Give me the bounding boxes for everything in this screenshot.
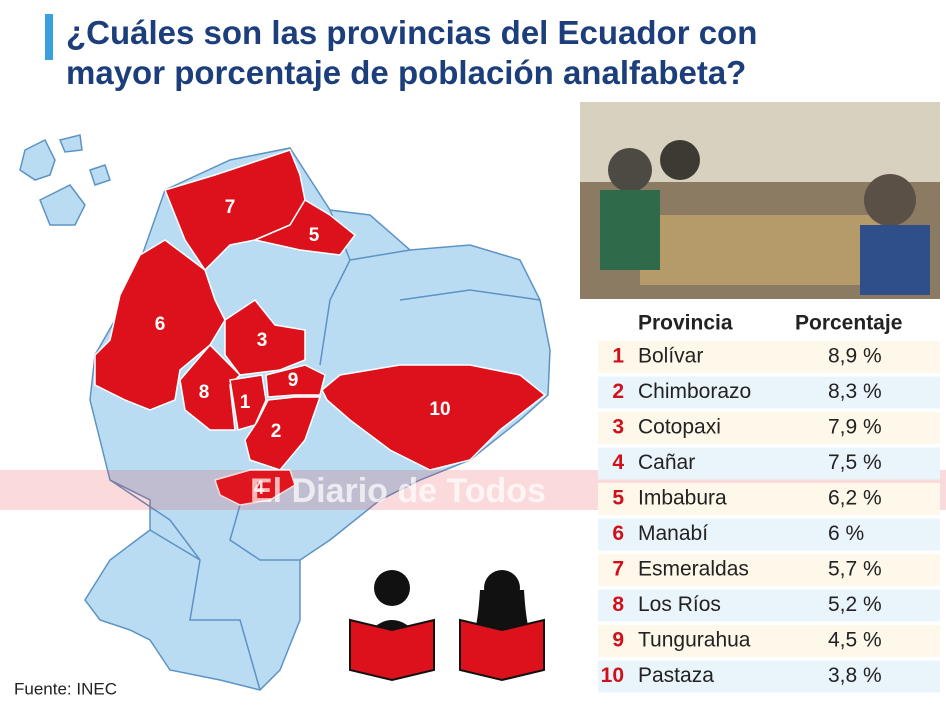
rank: 9: [612, 629, 624, 652]
map-label: 2: [271, 421, 282, 442]
rank: 10: [601, 664, 624, 687]
percentage: 3,8 %: [828, 664, 882, 687]
percentage: 8,9 %: [828, 345, 882, 368]
map: [19, 134, 551, 691]
province-name: Imbabura: [638, 487, 727, 510]
percentage: 5,7 %: [828, 558, 882, 581]
percentage: 6,2 %: [828, 487, 882, 510]
photo-person: [660, 140, 700, 180]
map-label: 8: [199, 382, 210, 403]
province: [265, 364, 326, 398]
province: [94, 239, 226, 411]
row-background: [598, 589, 940, 622]
row-background: [598, 518, 940, 551]
province-border: [109, 209, 541, 691]
photo-person: [600, 190, 660, 270]
column-header: Porcentaje: [795, 312, 902, 335]
province: [214, 469, 296, 506]
rank: 2: [612, 380, 624, 403]
icon-book: [459, 618, 545, 682]
province-name: Tungurahua: [638, 629, 751, 652]
title-line: ¿Cuáles son las provincias del Ecuador c…: [66, 14, 757, 51]
rank: 4: [612, 451, 624, 474]
province-name: Cotopaxi: [638, 416, 721, 439]
province: [252, 198, 357, 256]
row-background: [598, 483, 940, 515]
photo-person: [608, 148, 652, 192]
photo-person: [860, 225, 930, 295]
province-name: Esmeraldas: [638, 558, 749, 581]
map-label: 6: [155, 314, 166, 335]
map-label: 9: [288, 370, 299, 391]
rank: 8: [612, 593, 624, 616]
row-background: [598, 660, 940, 693]
percentage: 6 %: [828, 522, 864, 545]
reader-icons: [349, 570, 545, 682]
row-background: [598, 554, 940, 586]
column-header: Provincia: [638, 312, 733, 335]
icon-book: [349, 618, 435, 682]
title-bar: [45, 14, 53, 60]
rank: 7: [612, 558, 624, 581]
row-background: [598, 447, 940, 480]
percentage: 7,9 %: [828, 416, 882, 439]
province-name: Cañar: [638, 451, 695, 474]
map-label: 3: [257, 330, 268, 351]
province-name: Bolívar: [638, 345, 703, 368]
map-labels: 7 5 6 3 8 1 9 2 4 10: [155, 197, 451, 499]
icon-head: [374, 570, 410, 606]
map-label: 10: [429, 399, 450, 420]
table: Provincia Porcentaje 1 Bolívar 8,9 % 2 Chimb…: [598, 312, 940, 693]
province-name: Manabí: [638, 522, 708, 545]
province-name: Los Ríos: [638, 593, 721, 616]
rank: 5: [612, 487, 624, 510]
province: [321, 364, 547, 471]
watermark: El Diario de Todos: [250, 472, 546, 510]
title-line: mayor porcentaje de población analfabeta…: [66, 54, 746, 91]
map-label: 5: [309, 225, 320, 246]
row-background: [598, 341, 940, 373]
province-name: Pastaza: [638, 664, 714, 687]
percentage: 7,5 %: [828, 451, 882, 474]
map-label: 1: [240, 392, 251, 413]
province: [229, 374, 267, 431]
percentage: 5,2 %: [828, 593, 882, 616]
percentage: 4,5 %: [828, 629, 882, 652]
row-background: [598, 625, 940, 657]
percentage: 8,3 %: [828, 380, 882, 403]
photo-table: [640, 215, 880, 285]
galapagos: [19, 134, 111, 226]
rank: 6: [612, 522, 624, 545]
rank: 3: [612, 416, 624, 439]
row-background: [598, 376, 940, 409]
row-background: [598, 412, 940, 444]
province: [224, 298, 306, 376]
rank: 1: [612, 345, 624, 368]
province: [179, 343, 242, 431]
map-label: 7: [225, 197, 236, 218]
source: Fuente: INEC: [14, 679, 117, 698]
map-label: 4: [254, 478, 265, 499]
photo: [580, 102, 940, 299]
province-name: Chimborazo: [638, 380, 751, 403]
photo-person: [864, 174, 916, 226]
